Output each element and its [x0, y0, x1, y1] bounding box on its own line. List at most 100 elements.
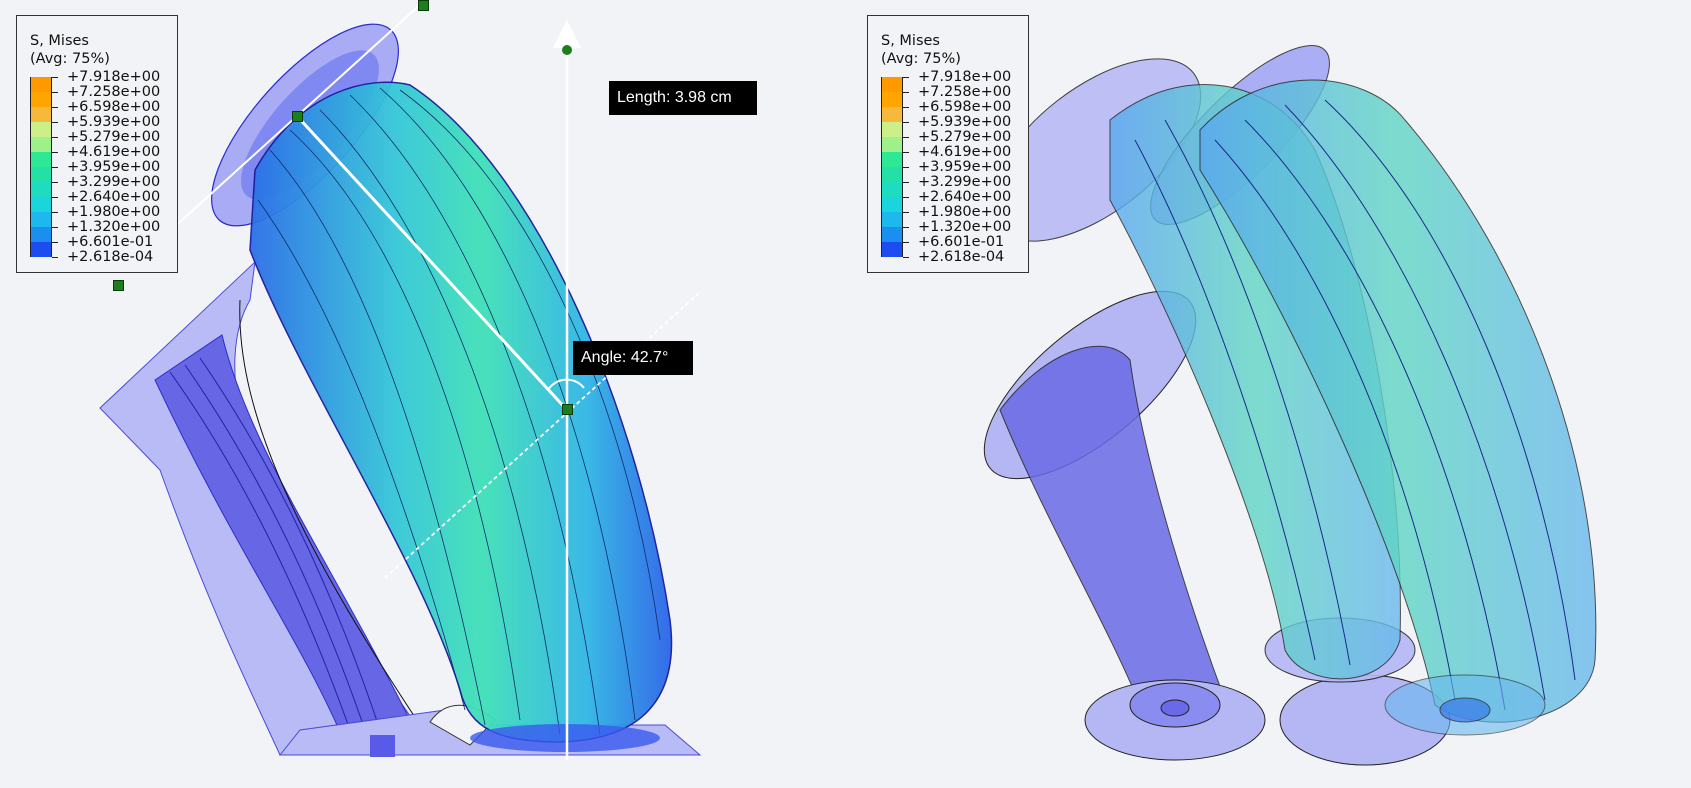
legend-swatch	[30, 77, 52, 92]
legend-row: +2.618e-04	[881, 250, 1028, 265]
legend-value: +1.980e+00	[918, 204, 1012, 220]
legend-tick	[52, 197, 58, 198]
legend-tick	[52, 137, 58, 138]
legend-row: +3.959e+00	[881, 159, 1028, 182]
legend-row: +4.619e+00	[30, 144, 177, 167]
legend-value: +1.320e+00	[67, 219, 161, 235]
legend-swatch	[881, 122, 903, 137]
legend-value: +2.618e-04	[67, 249, 154, 265]
legend-row: +3.299e+00	[881, 175, 1028, 197]
legend-row: +6.601e-01	[881, 235, 1028, 257]
legend-value: +7.918e+00	[67, 69, 161, 85]
legend-row: +7.918e+00	[881, 69, 1028, 92]
outer-casing-shape	[99, 260, 702, 757]
legend-title: S, Mises	[30, 33, 89, 49]
legend-value: +2.640e+00	[67, 189, 161, 205]
legend-title-right: S, Mises	[881, 33, 940, 49]
legend-value: +4.619e+00	[918, 144, 1012, 160]
legend-swatch	[881, 77, 903, 92]
legend-value: +5.939e+00	[67, 114, 161, 130]
legend-value: +4.619e+00	[67, 144, 161, 160]
legend-value: +6.598e+00	[918, 99, 1012, 115]
legend-swatch	[30, 92, 52, 107]
viewport-left[interactable]: Length: 3.98 cm Angle: 42.7° S, Mises (A…	[0, 0, 845, 788]
measure-handle-upper[interactable]	[292, 111, 303, 122]
legend-tick	[903, 122, 909, 123]
legend-value: +3.959e+00	[918, 159, 1012, 175]
legend-swatch	[881, 152, 903, 167]
legend-tick	[903, 77, 909, 78]
legend-scale: +7.918e+00 +7.258e+00 +6.598e+00 +5.939e+00…	[30, 70, 177, 265]
legend-tick	[903, 182, 909, 183]
legend-swatch	[881, 137, 903, 152]
legend-subtitle: (Avg: 75%)	[30, 51, 110, 67]
legend-swatch	[881, 107, 903, 122]
legend-value: +7.258e+00	[67, 84, 161, 100]
legend-scale-right: +7.918e+00 +7.258e+00 +6.598e+00 +5.939e+00…	[881, 70, 1028, 265]
legend-row: +2.640e+00	[881, 189, 1028, 212]
contour-legend-right[interactable]: S, Mises (Avg: 75%) +7.918e+00 +7.258e+00…	[867, 15, 1029, 273]
legend-tick	[52, 92, 58, 93]
legend-swatch	[30, 197, 52, 212]
legend-tick	[52, 152, 58, 153]
model-render-left[interactable]	[0, 0, 845, 788]
tubes-right	[1109, 79, 1597, 736]
legend-row: +7.258e+00	[881, 84, 1028, 107]
contour-legend[interactable]: S, Mises (Avg: 75%) +7.918e+00 +7.258e+00…	[16, 15, 178, 273]
legend-value: +2.618e-04	[918, 249, 1005, 265]
legend-swatch	[30, 137, 52, 152]
legend-swatch	[881, 242, 903, 257]
legend-value: +7.258e+00	[918, 84, 1012, 100]
legend-swatch	[30, 227, 52, 242]
legend-row: +2.640e+00	[30, 189, 177, 212]
legend-tick	[903, 257, 909, 258]
legend-swatch	[881, 212, 903, 227]
legend-tick	[52, 182, 58, 183]
legend-row: +1.320e+00	[881, 219, 1028, 242]
legend-tick	[903, 212, 909, 213]
measure-handle-vertex[interactable]	[562, 404, 573, 415]
legend-swatch	[881, 227, 903, 242]
legend-row: +6.598e+00	[30, 100, 177, 122]
legend-swatch	[30, 212, 52, 227]
legend-row: +5.939e+00	[30, 114, 177, 137]
measure-handle-top[interactable]	[418, 0, 429, 11]
legend-tick	[52, 77, 58, 78]
legend-tick	[52, 122, 58, 123]
legend-value: +6.601e-01	[67, 234, 154, 250]
legend-row: +5.279e+00	[30, 129, 177, 152]
legend-tick	[52, 227, 58, 228]
legend-row: +7.918e+00	[30, 69, 177, 92]
legend-value: +1.320e+00	[918, 219, 1012, 235]
legend-tick	[903, 197, 909, 198]
legend-subtitle-right: (Avg: 75%)	[881, 51, 961, 67]
legend-value: +7.918e+00	[918, 69, 1012, 85]
legend-tick	[903, 242, 909, 243]
legend-swatch	[30, 152, 52, 167]
legend-swatch	[30, 122, 52, 137]
legend-swatch	[881, 167, 903, 182]
legend-value: +3.959e+00	[67, 159, 161, 175]
legend-row: +5.279e+00	[881, 130, 1028, 152]
legend-row: +4.619e+00	[881, 144, 1028, 167]
legend-swatch	[30, 242, 52, 257]
legend-row: +1.320e+00	[30, 219, 177, 242]
viewport-right[interactable]: S, Mises (Avg: 75%) +7.918e+00 +7.258e+00…	[845, 0, 1691, 788]
legend-tick	[52, 167, 58, 168]
legend-row: +3.959e+00	[30, 159, 177, 182]
legend-swatch	[881, 182, 903, 197]
legend-tick	[903, 92, 909, 93]
legend-row: +1.980e+00	[881, 204, 1028, 227]
legend-row: +6.598e+00	[881, 99, 1028, 122]
legend-swatch	[30, 167, 52, 182]
measure-handle-left[interactable]	[113, 280, 124, 291]
legend-value: +2.640e+00	[918, 189, 1012, 205]
model-render-right[interactable]	[845, 0, 1691, 788]
legend-value: +5.279e+00	[67, 129, 161, 145]
legend-swatch	[881, 197, 903, 212]
legend-tick	[903, 107, 909, 108]
legend-swatch	[30, 107, 52, 122]
legend-row: +2.618e-04	[30, 250, 177, 265]
legend-value: +1.980e+00	[67, 204, 161, 220]
legend-swatch	[30, 182, 52, 197]
